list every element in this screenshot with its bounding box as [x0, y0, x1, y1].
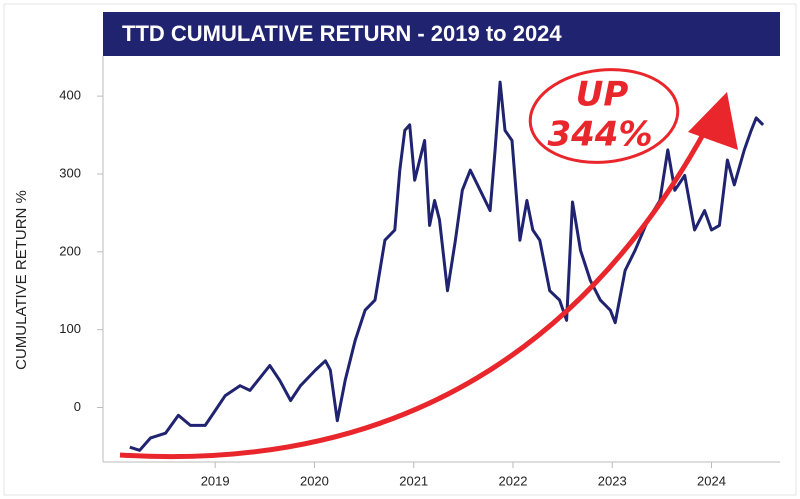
chart-title: TTD CUMULATIVE RETURN - 2019 to 2024 [122, 21, 562, 46]
x-tick-label: 2023 [598, 473, 627, 488]
title-bar [103, 12, 780, 56]
x-tick-label: 2021 [399, 473, 428, 488]
trend-arrow [119, 116, 715, 460]
annotation: 344% [547, 115, 652, 155]
x-tick-label: 2020 [300, 473, 329, 488]
frame [3, 3, 797, 496]
y-tick-label: 300 [59, 165, 81, 180]
y-axis-label: CUMULATIVE RETURN % [13, 190, 30, 370]
annotation-circle [528, 68, 680, 164]
x-tick-label: 2019 [201, 473, 230, 488]
line-series [129, 80, 765, 452]
annotation: UP [576, 75, 629, 115]
x-tick-label: 2024 [697, 473, 726, 488]
y-tick-label: 0 [74, 399, 81, 414]
y-tick-label: 200 [59, 243, 81, 258]
y-tick-label: 400 [59, 88, 81, 103]
y-tick-label: 100 [59, 321, 81, 336]
x-tick-label: 2022 [499, 473, 528, 488]
arrow-head [688, 92, 738, 150]
